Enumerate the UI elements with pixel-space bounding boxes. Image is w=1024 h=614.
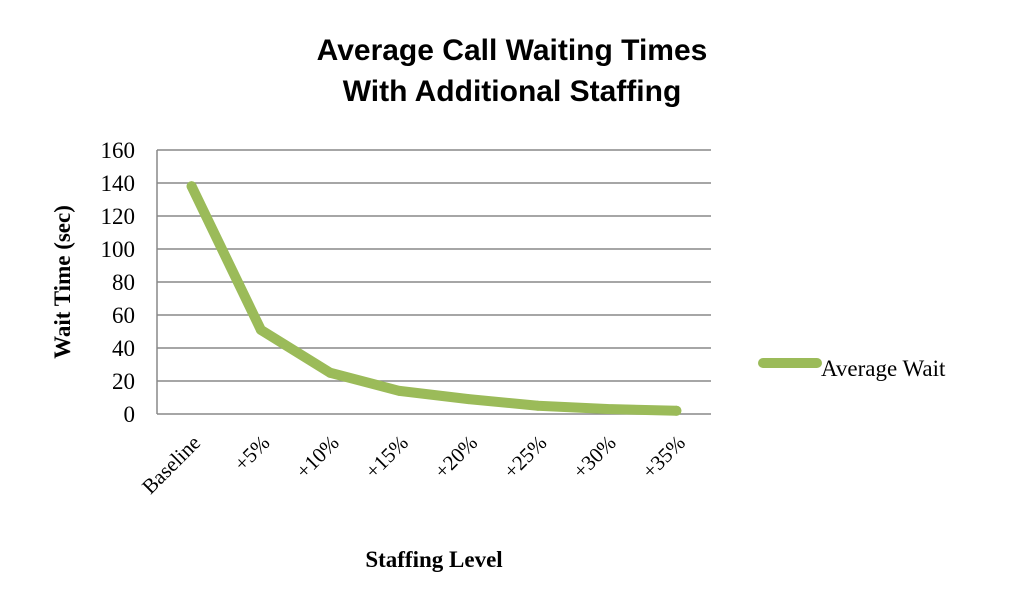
x-axis-label: Staffing Level bbox=[365, 547, 502, 572]
x-tick-label: +35% bbox=[637, 431, 690, 484]
x-tick-label: +10% bbox=[291, 431, 344, 484]
x-axis-ticks: Baseline +5% +10% +15% +20% +25% +30% +35% bbox=[137, 431, 690, 499]
y-tick-label: 80 bbox=[112, 270, 135, 295]
y-tick-label: 100 bbox=[101, 237, 136, 262]
y-tick-label: 20 bbox=[112, 369, 135, 394]
data-point bbox=[186, 181, 197, 192]
data-point bbox=[532, 400, 543, 411]
x-tick-label: +30% bbox=[568, 431, 621, 484]
data-point bbox=[602, 404, 613, 415]
data-point bbox=[255, 324, 266, 335]
x-tick-label: +15% bbox=[360, 431, 413, 484]
y-axis-ticks: 0 20 40 60 80 100 120 140 160 bbox=[101, 138, 136, 427]
data-point bbox=[394, 385, 405, 396]
y-tick-label: 140 bbox=[101, 171, 136, 196]
data-point bbox=[325, 367, 336, 378]
legend: Average Wait bbox=[758, 356, 946, 381]
chart-title-line-2: With Additional Staffing bbox=[343, 75, 682, 108]
y-axis-label: Wait Time (sec) bbox=[50, 205, 75, 359]
y-tick-label: 0 bbox=[124, 402, 136, 427]
y-tick-label: 160 bbox=[101, 138, 136, 163]
x-tick-label: +25% bbox=[499, 431, 552, 484]
chart-title-line-1: Average Call Waiting Times bbox=[317, 34, 708, 67]
legend-label: Average Wait bbox=[821, 356, 946, 381]
y-tick-label: 60 bbox=[112, 303, 135, 328]
x-tick-label: Baseline bbox=[137, 431, 205, 499]
y-tick-label: 40 bbox=[112, 336, 135, 361]
x-tick-label: +5% bbox=[229, 431, 274, 476]
x-tick-label: +20% bbox=[430, 431, 483, 484]
series-group bbox=[186, 181, 682, 416]
data-point bbox=[671, 405, 682, 416]
y-tick-label: 120 bbox=[101, 204, 136, 229]
series-line-0 bbox=[186, 181, 682, 416]
data-point bbox=[463, 394, 474, 405]
